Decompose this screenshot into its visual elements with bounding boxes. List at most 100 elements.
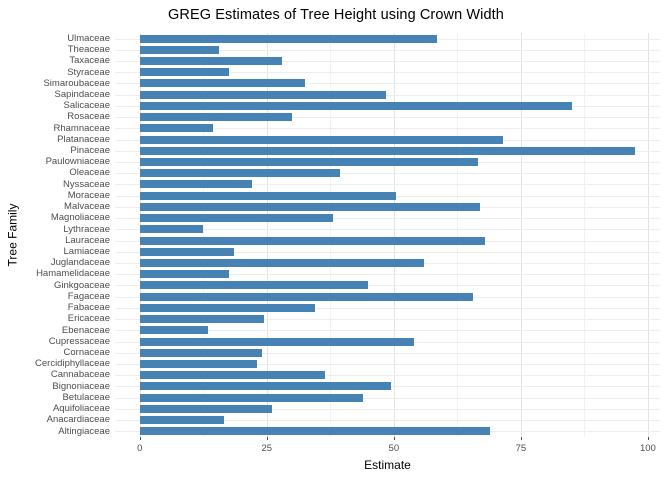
- bar-track: [115, 269, 660, 280]
- row-gridline: [115, 274, 660, 276]
- bar-row: Cupressaceae: [0, 336, 660, 347]
- row-gridline: [115, 117, 660, 119]
- bar-track: [115, 235, 660, 246]
- x-tick-label: 25: [261, 443, 273, 454]
- bar: [139, 303, 316, 312]
- category-label: Fagaceae: [67, 290, 110, 302]
- category-label: Platanaceae: [57, 133, 110, 145]
- bar: [139, 393, 364, 402]
- bar-track: [115, 213, 660, 224]
- category-label: Oleaceae: [69, 167, 110, 179]
- row-gridline: [115, 397, 660, 399]
- bar: [139, 225, 204, 234]
- plot-rows: Ulmaceae Theaceae Taxaceae Styraceae Simarou…: [0, 33, 660, 437]
- bar: [139, 146, 636, 155]
- row-gridline: [115, 363, 660, 365]
- bar: [139, 57, 283, 66]
- bar-track: [115, 280, 660, 291]
- major-gridline: [520, 33, 522, 437]
- bar-track: [115, 358, 660, 369]
- minor-gridline: [457, 33, 459, 437]
- category-label: Moraceae: [67, 189, 110, 201]
- category-label: Bignoniaceae: [52, 380, 110, 392]
- bar-track: [115, 67, 660, 78]
- row-gridline: [115, 375, 660, 377]
- x-tick-mark: [393, 437, 395, 440]
- bar-track: [115, 313, 660, 324]
- row-gridline: [115, 184, 660, 186]
- row-gridline: [115, 218, 660, 220]
- bar-row: Paulowniaceae: [0, 156, 660, 167]
- bar: [139, 359, 257, 368]
- bar-row: Rhamnaceae: [0, 123, 660, 134]
- row-gridline: [115, 128, 660, 130]
- bar: [139, 292, 473, 301]
- x-tick-mark: [266, 437, 268, 440]
- bar-track: [115, 89, 660, 100]
- bar-track: [115, 347, 660, 358]
- bar: [139, 113, 293, 122]
- category-label: Rhamnaceae: [53, 122, 110, 134]
- bar: [139, 326, 209, 335]
- bar: [139, 214, 333, 223]
- bar: [139, 416, 224, 425]
- bar-track: [115, 392, 660, 403]
- bar-row: Nyssaceae: [0, 179, 660, 190]
- bar-row: Betulaceae: [0, 392, 660, 403]
- bar-row: Ulmaceae: [0, 33, 660, 44]
- bar-track: [115, 156, 660, 167]
- bar-row: Lamiaceae: [0, 246, 660, 257]
- category-label: Anacardiaceae: [46, 414, 110, 426]
- major-gridline: [266, 33, 268, 437]
- row-gridline: [115, 251, 660, 253]
- bar: [139, 101, 572, 110]
- bar-row: Rosaceae: [0, 112, 660, 123]
- bar-row: Malvaceae: [0, 201, 660, 212]
- bar-track: [115, 78, 660, 89]
- bar: [139, 427, 491, 436]
- bar-row: Platanaceae: [0, 134, 660, 145]
- bar-row: Altingiaceae: [0, 426, 660, 437]
- bar: [139, 191, 397, 200]
- category-label: Cupressaceae: [48, 335, 110, 347]
- bar-row: Salicaceae: [0, 100, 660, 111]
- category-label: Lamiaceae: [63, 246, 110, 258]
- bar-track: [115, 44, 660, 55]
- row-gridline: [115, 72, 660, 74]
- category-label: Aquifoliaceae: [52, 403, 110, 415]
- bar: [139, 371, 326, 380]
- bar: [139, 281, 369, 290]
- bar-row: Cercidiphyllaceae: [0, 358, 660, 369]
- category-label: Ericaceae: [67, 313, 110, 325]
- category-label: Betulaceae: [62, 391, 110, 403]
- bar-row: Anacardiaceae: [0, 414, 660, 425]
- category-label: Hamamelidaceae: [36, 268, 110, 280]
- bar-row: Lythraceae: [0, 224, 660, 235]
- category-label: Paulowniaceae: [45, 156, 110, 168]
- bar-row: Cornaceae: [0, 347, 660, 358]
- major-gridline: [139, 33, 141, 437]
- bar: [139, 45, 219, 54]
- bar-track: [115, 325, 660, 336]
- bar: [139, 135, 504, 144]
- bar-track: [115, 134, 660, 145]
- category-label: Rosaceae: [67, 111, 110, 123]
- bar-row: Oleaceae: [0, 168, 660, 179]
- minor-gridline: [203, 33, 205, 437]
- bar-row: Cannabaceae: [0, 370, 660, 381]
- category-label: Cannabaceae: [50, 369, 110, 381]
- category-label: Ulmaceae: [67, 32, 110, 44]
- bar-track: [115, 145, 660, 156]
- bar-track: [115, 33, 660, 44]
- bar-track: [115, 291, 660, 302]
- bar-track: [115, 302, 660, 313]
- row-gridline: [115, 330, 660, 332]
- bar: [139, 348, 262, 357]
- bar-row: Lauraceae: [0, 235, 660, 246]
- x-tick-mark: [520, 437, 522, 440]
- bar-row: Pinaceae: [0, 145, 660, 156]
- minor-gridline: [584, 33, 586, 437]
- row-gridline: [115, 173, 660, 175]
- bar: [139, 315, 265, 324]
- bar-track: [115, 190, 660, 201]
